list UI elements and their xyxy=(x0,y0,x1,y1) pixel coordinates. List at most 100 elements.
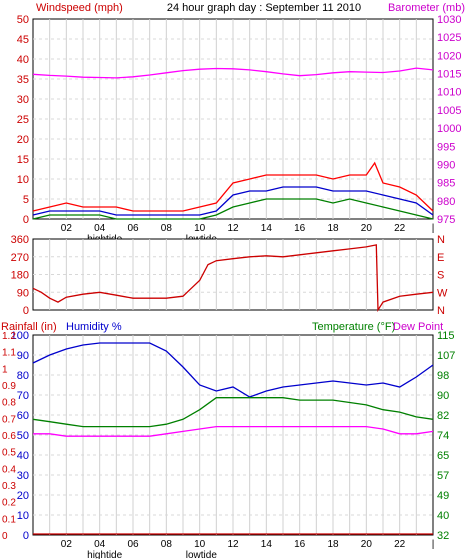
temperature-legend-label: Temperature (°F) xyxy=(312,321,395,333)
y-tick-label: 60 xyxy=(17,410,29,422)
y2-tick-label: 40 xyxy=(437,510,449,522)
y2-tick-label: E xyxy=(437,252,444,264)
y2-tick-label: 49 xyxy=(437,490,449,502)
series-line-0 xyxy=(32,244,434,313)
y2-tick-label: 74 xyxy=(437,430,449,442)
rain-tick-label: 0.4 xyxy=(2,464,16,475)
series-line-2 xyxy=(33,425,434,437)
y2-tick-label: 1025 xyxy=(437,32,461,44)
y-tick-label: 0 xyxy=(23,214,29,226)
y2-tick-label: 82 xyxy=(437,410,449,422)
y-tick-label: 20 xyxy=(17,134,29,146)
rain-tick-label: 0.6 xyxy=(2,431,16,442)
rain-tick-label: 0.5 xyxy=(2,448,16,459)
x-tick-label: 06 xyxy=(127,223,139,234)
y2-tick-label: 57 xyxy=(437,470,449,482)
windspeed-tick-labels: 0 5 10 15 20 25 30 35 40 45 50 xyxy=(17,14,29,226)
wind-direction-series xyxy=(32,244,434,313)
barometer-tick-labels: 975 980 985 990 995 1000 1005 1010 1015 1020 1025 1… xyxy=(437,14,461,226)
series-line-1 xyxy=(32,161,434,212)
x-tick-label: 18 xyxy=(327,539,339,550)
y-tick-label: 45 xyxy=(17,34,29,46)
y-tick-label: 10 xyxy=(17,174,29,186)
y-tick-label: 30 xyxy=(17,94,29,106)
rain-tick-label: 0 xyxy=(2,531,8,542)
y-tick-label: 0 xyxy=(23,305,29,317)
series-line-0 xyxy=(32,67,434,79)
dewpoint-legend-label: Dew Point xyxy=(393,321,443,333)
rain-tick-label: 1 xyxy=(2,364,8,375)
y2-tick-label: S xyxy=(437,270,444,282)
rain-tick-label: 0.1 xyxy=(2,514,16,525)
rain-tick-label: 0.2 xyxy=(2,498,16,509)
y-tick-label: 80 xyxy=(17,370,29,382)
x-tick-label: | xyxy=(432,223,435,234)
y-tick-label: 0 xyxy=(23,530,29,542)
y2-tick-label: 1015 xyxy=(437,69,461,81)
y2-tick-label: 980 xyxy=(437,196,455,208)
wind-baro-x-tick-labels: 02 04 06 08 10 12 14 16 18 20 22 | xyxy=(61,223,435,234)
y-tick-label: 30 xyxy=(17,470,29,482)
y2-tick-label: 90 xyxy=(437,390,449,402)
series-line-3 xyxy=(32,198,434,220)
y-tick-label: 270 xyxy=(11,252,29,264)
x-tick-label: 08 xyxy=(161,223,173,234)
x-tick-label: 02 xyxy=(61,539,73,550)
x-tick-label: 14 xyxy=(261,539,273,550)
y-tick-label: 15 xyxy=(17,154,29,166)
series-line-2 xyxy=(32,186,434,216)
y2-tick-label: 1020 xyxy=(437,50,461,62)
y-tick-label: 20 xyxy=(17,490,29,502)
x-tick-label: 06 xyxy=(127,539,139,550)
humidity-tick-labels: 0 10 20 30 40 50 60 70 80 90 100 xyxy=(11,330,29,542)
y-tick-label: 360 xyxy=(11,234,29,246)
rain-tick-label: 1.2 xyxy=(2,331,16,342)
y-tick-label: 50 xyxy=(17,14,29,26)
x-tick-label: | xyxy=(432,539,435,550)
series-line-0 xyxy=(32,342,434,398)
x-tick-label: 04 xyxy=(94,539,106,550)
direction-degree-tick-labels: 0 90 180 270 360 xyxy=(11,234,29,317)
y2-tick-label: 107 xyxy=(437,350,455,362)
y2-tick-label: 975 xyxy=(437,214,455,226)
chart-title: 24 hour graph day : September 11 2010 xyxy=(167,2,361,14)
x-tick-label: 08 xyxy=(161,539,173,550)
y2-tick-label: 985 xyxy=(437,178,455,190)
y2-tick-label: 1030 xyxy=(437,14,461,26)
temp-humidity-x-tick-labels: 02 04 06 08 10 12 14 16 18 20 22 | xyxy=(61,539,435,550)
y2-tick-label: N xyxy=(437,234,445,246)
rain-tick-label: 0.8 xyxy=(2,398,16,409)
temperature-tick-labels: 32 40 49 57 65 74 82 90 98 107 115 xyxy=(437,330,455,542)
x-tick-label: 10 xyxy=(194,539,206,550)
wind-baro-grid xyxy=(33,19,433,219)
y2-tick-label: 1000 xyxy=(437,123,461,135)
x-tick-label: 22 xyxy=(394,223,406,234)
tide-annotation: hightide xyxy=(87,550,122,559)
humidity-legend-label: Humidity % xyxy=(66,321,122,333)
y-tick-label: 70 xyxy=(17,390,29,402)
y-tick-label: 40 xyxy=(17,54,29,66)
y-tick-label: 100 xyxy=(11,330,29,342)
y2-tick-label: 98 xyxy=(437,370,449,382)
windspeed-axis-label: Windspeed (mph) xyxy=(36,2,123,14)
x-tick-label: 14 xyxy=(261,223,273,234)
x-tick-label: 20 xyxy=(361,539,373,550)
y-tick-label: 5 xyxy=(23,194,29,206)
temp-humidity-grid xyxy=(33,335,433,535)
x-tick-label: 16 xyxy=(294,539,306,550)
y-tick-label: 35 xyxy=(17,74,29,86)
x-tick-label: 10 xyxy=(194,223,206,234)
y2-tick-label: 990 xyxy=(437,159,455,171)
x-tick-label: 12 xyxy=(227,223,239,234)
y-tick-label: 10 xyxy=(17,510,29,522)
rainfall-legend-label: Rainfall (in) xyxy=(1,321,57,333)
y-tick-label: 50 xyxy=(17,430,29,442)
y2-tick-label: N xyxy=(437,305,445,317)
x-tick-label: 02 xyxy=(61,223,73,234)
y-tick-label: 90 xyxy=(17,287,29,299)
y2-tick-label: 32 xyxy=(437,530,449,542)
y2-tick-label: 115 xyxy=(437,330,455,342)
